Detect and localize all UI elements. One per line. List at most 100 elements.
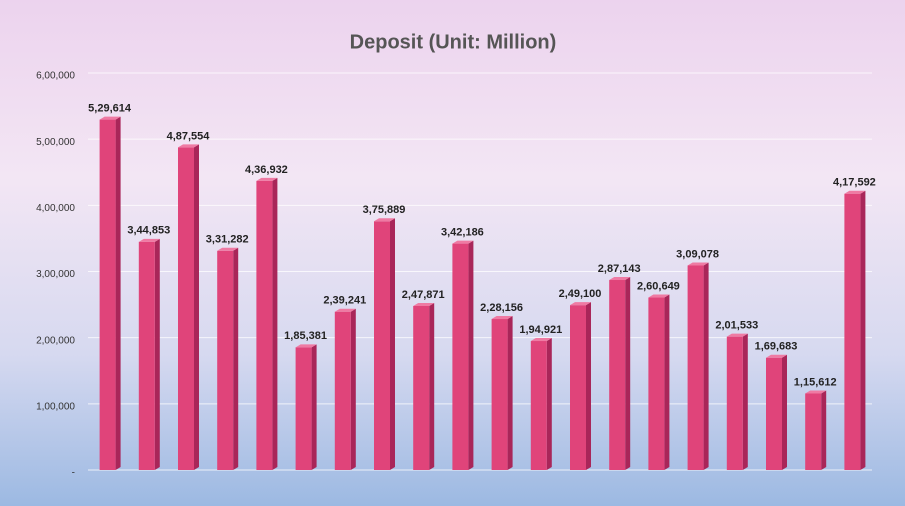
data-label: 2,39,241 [323, 295, 366, 307]
bar-front [413, 305, 430, 470]
bar-side [625, 277, 631, 470]
bar-front [295, 347, 312, 470]
bar [648, 294, 670, 470]
bar-side [664, 294, 670, 470]
bar-side [429, 302, 435, 470]
bar-front [452, 243, 469, 470]
bar-front [99, 119, 116, 470]
y-tick-label: - [72, 468, 75, 479]
bar-side [860, 190, 866, 470]
bar-side [350, 308, 356, 470]
data-label: 5,29,614 [88, 102, 132, 114]
bar-top [844, 190, 866, 194]
bar [491, 316, 513, 470]
data-label: 2,87,143 [598, 263, 641, 275]
bar-top [178, 144, 199, 148]
data-label: 3,42,186 [441, 226, 484, 238]
bar-side [507, 316, 513, 470]
bar-front [334, 311, 351, 470]
bar-front [491, 319, 508, 470]
bar-top [687, 262, 709, 266]
bar [452, 240, 474, 470]
bar-top [413, 302, 435, 306]
bar-top [805, 390, 827, 394]
bar [295, 344, 317, 470]
bar-top [491, 316, 513, 320]
bar [256, 177, 278, 470]
y-tick-label: 5,00,000 [36, 137, 75, 148]
bar [766, 354, 787, 470]
bar-side [233, 247, 239, 470]
data-label: 3,31,282 [206, 234, 249, 246]
bar-side [115, 116, 121, 470]
data-label: 3,75,889 [363, 204, 406, 216]
bar-side [742, 333, 748, 470]
data-label: 1,94,921 [519, 324, 562, 336]
data-label: 1,85,381 [284, 330, 327, 342]
bar-top [530, 338, 552, 342]
bar-front [570, 305, 586, 470]
bar [805, 390, 827, 470]
y-tick-label: 3,00,000 [36, 269, 75, 280]
bar-side [311, 344, 317, 470]
bar [217, 247, 239, 470]
data-label: 2,49,100 [559, 288, 602, 300]
bar-top [726, 333, 748, 337]
bar [413, 302, 435, 470]
bar-front [256, 180, 273, 470]
bar-top [138, 238, 160, 242]
bar [687, 262, 709, 470]
bar-side [703, 262, 709, 470]
bar-side [586, 302, 591, 470]
bar-side [782, 354, 787, 470]
data-label: 2,47,871 [402, 289, 445, 301]
bar [609, 277, 631, 470]
bar-side [468, 240, 474, 470]
bar-front [217, 250, 234, 470]
bar [570, 302, 591, 470]
data-label: 2,28,156 [480, 302, 523, 314]
bar [374, 218, 395, 470]
bar [726, 333, 748, 470]
bar-front [726, 336, 743, 470]
data-label: 4,36,932 [245, 164, 288, 176]
bar-top [570, 302, 591, 306]
bar [138, 238, 160, 470]
bar-front [687, 265, 704, 470]
bar [99, 116, 121, 470]
bar-top [256, 177, 278, 181]
bar-side [821, 390, 827, 470]
bar-top [452, 240, 474, 244]
bar-front [138, 241, 155, 470]
bar-front [530, 341, 547, 470]
bar-top [766, 354, 787, 358]
bar-front [844, 193, 861, 470]
data-label: 1,69,683 [755, 341, 798, 353]
bar-top [334, 308, 356, 312]
data-label: 3,44,853 [127, 225, 170, 237]
bar-top [99, 116, 121, 120]
data-label: 4,87,554 [167, 130, 211, 142]
chart-title: Deposit (Unit: Million) [350, 31, 557, 53]
y-tick-label: 2,00,000 [36, 335, 75, 346]
bar [178, 144, 199, 470]
bar-top [648, 294, 670, 298]
bar-front [648, 297, 665, 470]
bar [334, 308, 356, 470]
bar-side [390, 218, 395, 470]
data-label: 2,01,533 [715, 320, 758, 332]
bar-top [295, 344, 317, 348]
bar-side [154, 238, 160, 470]
data-label: 4,17,592 [833, 177, 876, 189]
data-label: 1,15,612 [794, 376, 837, 388]
bar-side [194, 144, 199, 470]
bar-side [272, 177, 278, 470]
bar-front [766, 357, 782, 470]
bar-front [178, 147, 194, 470]
bar-front [609, 280, 626, 470]
data-label: 3,09,078 [676, 248, 719, 260]
y-tick-label: 1,00,000 [36, 401, 75, 412]
bar-front [374, 221, 390, 470]
bar-side [546, 338, 552, 470]
